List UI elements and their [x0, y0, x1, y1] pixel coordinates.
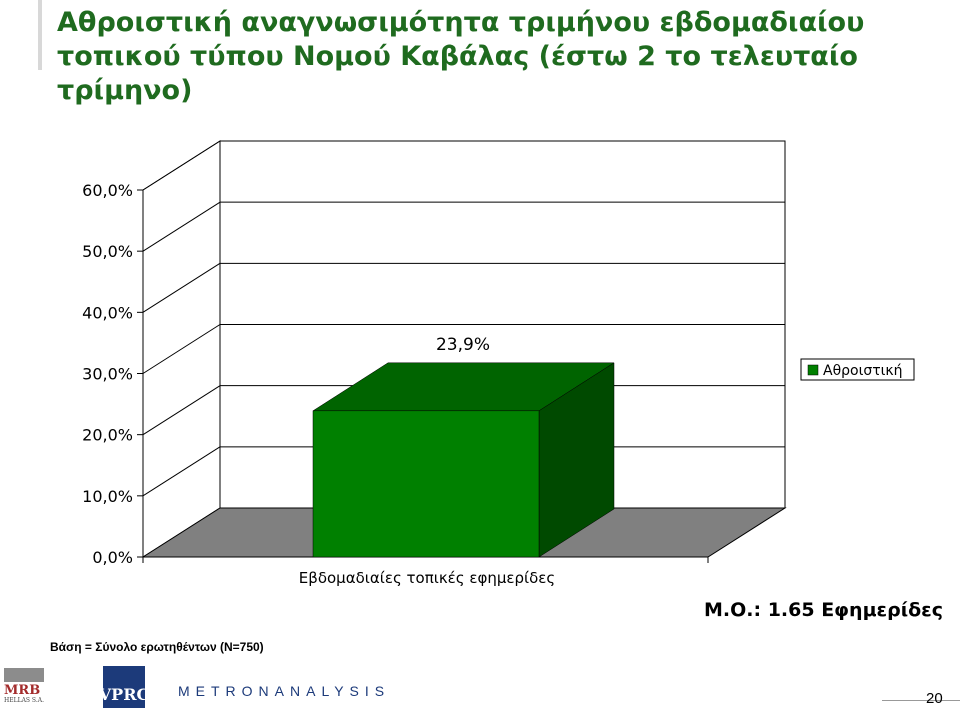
- legend-box: [800, 358, 915, 381]
- mrb-logo-mark: [4, 668, 44, 682]
- bar: [312, 410, 540, 558]
- title-accent-bar: [38, 0, 42, 70]
- legend-swatch: [807, 364, 819, 376]
- y-tick-label: 0,0%: [92, 548, 133, 567]
- legend-label: Αθροιστική: [823, 363, 903, 379]
- footer-divider: [882, 700, 960, 701]
- vprc-logo: VPRC: [99, 666, 149, 708]
- gridline-diagonal: [142, 201, 221, 252]
- data-label: 23,9%: [436, 335, 490, 355]
- gridline-diagonal: [142, 140, 221, 191]
- gridline-diagonal: [142, 324, 221, 374]
- y-tick-label: 60,0%: [82, 181, 133, 200]
- average-note: Μ.Ο.: 1.65 Εφημερίδες: [704, 599, 944, 621]
- metron-analysis-logo: METRONANALYSIS: [178, 683, 391, 699]
- mrb-logo: MRB HELLAS S.A.: [4, 668, 48, 706]
- chart: 0,0% 10,0% 20,0% 30,0% 40,0% 50,0% 60,0% 23,9% Ε…: [82, 140, 915, 587]
- gridline-diagonal: [142, 446, 221, 497]
- y-tick-label: 50,0%: [82, 242, 133, 261]
- base-note: Βάση = Σύνολο ερωτηθέντων (N=750): [50, 640, 264, 654]
- y-tick-label: 10,0%: [82, 487, 133, 506]
- y-tick-label: 30,0%: [82, 365, 133, 384]
- mrb-logo-subtext: HELLAS S.A.: [4, 697, 44, 704]
- x-category-label: Εβδομαδιαίες τοπικές εφημερίδες: [299, 569, 555, 587]
- page-number: 20: [926, 690, 943, 707]
- gridline-diagonal: [142, 385, 221, 436]
- y-tick-label: 40,0%: [82, 303, 133, 322]
- y-tick-label: 20,0%: [82, 426, 133, 445]
- gridline-diagonal: [142, 262, 221, 313]
- mrb-logo-text: MRB: [4, 683, 41, 698]
- page-title: Αθροιστική αναγνωσιμότητα τριμήνου εβδομ…: [57, 7, 865, 106]
